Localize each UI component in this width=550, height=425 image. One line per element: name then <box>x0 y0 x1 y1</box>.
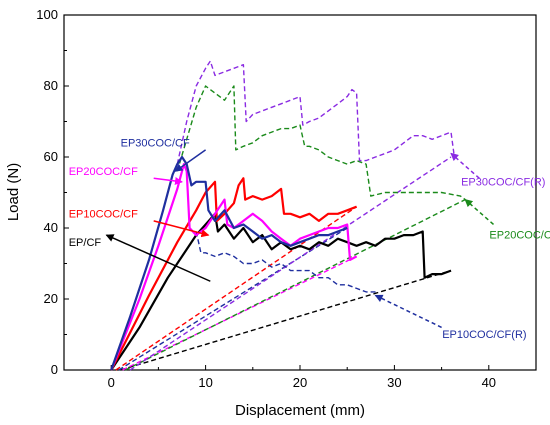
series-ep20coc-cf <box>110 163 358 371</box>
series-unloading-magenta <box>122 255 357 371</box>
y-axis: 0 20 40 60 80 100 <box>36 7 69 377</box>
series-group <box>110 60 466 371</box>
series-ep30coc-cf <box>110 155 348 371</box>
series-ep-cf <box>110 212 452 371</box>
series-unloading-red <box>115 206 357 371</box>
annotation-arrow <box>105 234 211 282</box>
annotation-arrow <box>374 294 442 329</box>
annotation-label: EP10COC/CF(R) <box>442 329 526 341</box>
series-unloading-blue <box>118 227 348 371</box>
series-ep20coc-cf-r <box>176 85 466 201</box>
annotation-arrow <box>450 152 480 179</box>
annotation-label: EP/CF <box>69 237 102 249</box>
y-tick-label: 0 <box>51 362 58 377</box>
y-tick-label: 80 <box>44 78 58 93</box>
annotations: EP30COC/CF EP20COC/CF EP10COC/CF EP/CF EP30C… <box>69 137 550 341</box>
annotation-label: EP10COC/CF <box>69 208 138 220</box>
x-tick-label: 20 <box>293 375 307 390</box>
x-axis: 0 10 20 30 40 <box>63 365 537 390</box>
x-tick-label: 30 <box>387 375 401 390</box>
annotation-label: EP20COC/CF <box>69 166 138 178</box>
x-tick-label: 10 <box>198 375 212 390</box>
annotation-label: EP30COC/CF(R) <box>461 176 545 188</box>
y-axis-title: Load (N) <box>5 163 22 221</box>
annotation-arrow <box>174 149 207 172</box>
annotation-arrow <box>153 220 210 238</box>
annotation-arrow <box>464 198 495 226</box>
annotation-label: EP20COC/CF(R) <box>489 230 550 242</box>
series-unloading-black <box>120 269 452 371</box>
y-tick-label: 100 <box>36 7 58 22</box>
annotation-label: EP30COC/CF <box>121 137 190 149</box>
y-tick-label: 40 <box>44 220 58 235</box>
series-unloading-green <box>125 198 466 371</box>
x-tick-label: 0 <box>108 375 115 390</box>
y-tick-label: 20 <box>44 291 58 306</box>
series-ep10coc-cf-r <box>195 231 376 293</box>
y-tick-label: 60 <box>44 149 58 164</box>
annotation-arrow <box>153 177 183 185</box>
x-axis-title: Displacement (mm) <box>235 402 365 419</box>
x-tick-label: 40 <box>482 375 496 390</box>
series-ep30coc-cf-r <box>176 60 455 165</box>
